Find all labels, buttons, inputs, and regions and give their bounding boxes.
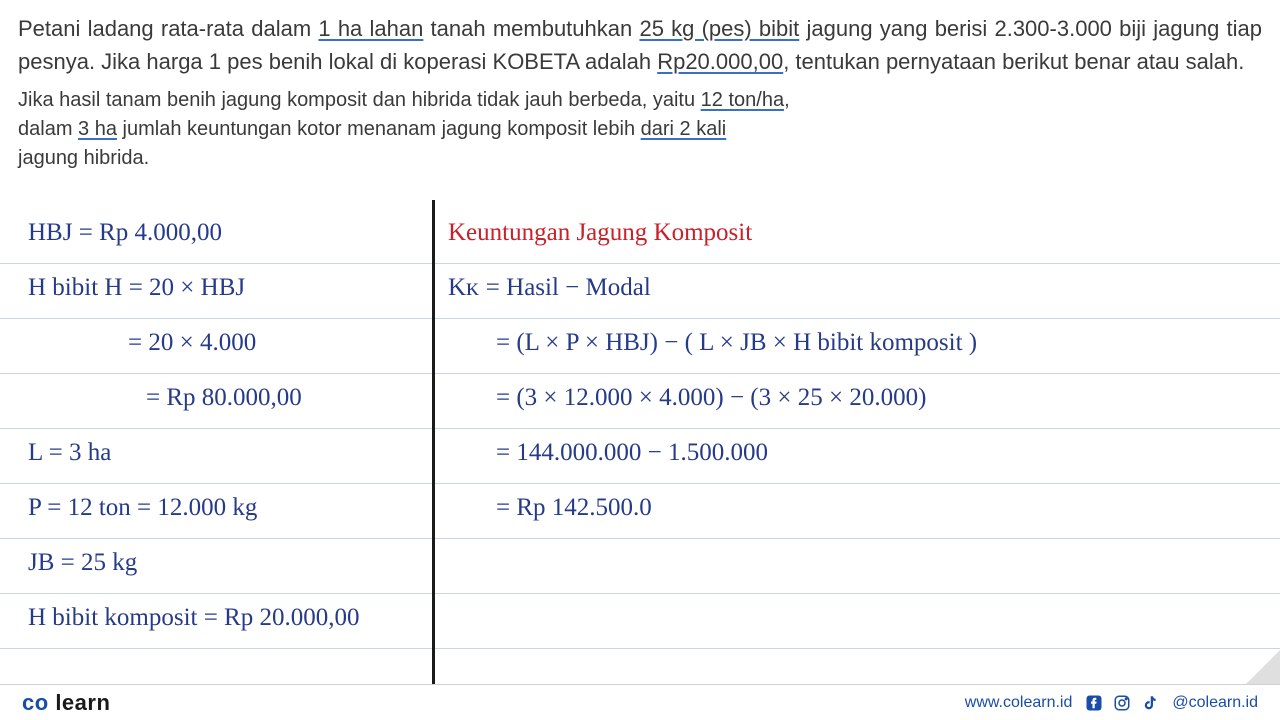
handwritten-line: Kᴋ = Hasil − Modal <box>448 260 1268 315</box>
text-segment: jagung hibrida. <box>18 144 1262 173</box>
handwritten-line: P = 12 ton = 12.000 kg <box>28 480 428 535</box>
handwritten-line: JB = 25 kg <box>28 535 428 590</box>
handwritten-line: = (L × P × HBJ) − ( L × JB × H bibit kom… <box>448 315 1268 370</box>
handwritten-line: H bibit komposit = Rp 20.000,00 <box>28 590 428 645</box>
text-segment: tanah membutuhkan <box>423 16 639 41</box>
logo-learn: learn <box>55 690 110 715</box>
problem-statement: Petani ladang rata-rata dalam 1 ha lahan… <box>0 0 1280 86</box>
footer-right: www.colearn.id @colearn.id <box>965 693 1258 713</box>
brand-logo: co learn <box>22 690 110 716</box>
underlined-segment: Rp20.000,00 <box>657 49 783 74</box>
footer-handle: @colearn.id <box>1172 694 1258 712</box>
handwritten-line: = 144.000.000 − 1.500.000 <box>448 425 1268 480</box>
handwritten-line: HBJ = Rp 4.000,00 <box>28 205 428 260</box>
underlined-segment: 1 ha lahan <box>318 16 423 41</box>
handwritten-line: = Rp 142.500.0 <box>448 480 1268 535</box>
text-segment: jumlah keuntungan kotor menanam jagung k… <box>117 118 641 140</box>
handwritten-title: Keuntungan Jagung Komposit <box>448 205 1268 260</box>
underlined-segment: 12 ton/ha <box>701 89 784 111</box>
underlined-segment: 25 kg (pes) bibit <box>639 16 799 41</box>
social-icons <box>1084 693 1160 713</box>
text-segment: , tentukan pernyataan berikut benar atau… <box>783 49 1244 74</box>
facebook-icon <box>1084 693 1104 713</box>
handwritten-line: = Rp 80.000,00 <box>28 370 428 425</box>
footer-bar: co learn www.colearn.id @colearn.id <box>0 684 1280 720</box>
text-segment: dalam <box>18 118 78 140</box>
right-column: Keuntungan Jagung Komposit Kᴋ = Hasil − … <box>448 205 1268 535</box>
logo-co: co <box>22 690 49 715</box>
handwritten-line: H bibit H = 20 × HBJ <box>28 260 428 315</box>
text-segment: Jika hasil tanam benih jagung komposit d… <box>18 89 701 111</box>
underlined-segment: dari 2 kali <box>641 118 727 140</box>
page-corner-fold <box>1246 650 1280 684</box>
handwritten-line: = (3 × 12.000 × 4.000) − (3 × 25 × 20.00… <box>448 370 1268 425</box>
handwritten-line: L = 3 ha <box>28 425 428 480</box>
footer-url: www.colearn.id <box>965 694 1073 712</box>
tiktok-icon <box>1140 693 1160 713</box>
text-segment: Petani ladang rata-rata dalam <box>18 16 318 41</box>
text-segment: , <box>784 89 790 111</box>
vertical-divider <box>432 200 435 700</box>
handwritten-line: = 20 × 4.000 <box>28 315 428 370</box>
instagram-icon <box>1112 693 1132 713</box>
followup-statement: Jika hasil tanam benih jagung komposit d… <box>0 86 1280 183</box>
left-column: HBJ = Rp 4.000,00 H bibit H = 20 × HBJ =… <box>28 205 428 645</box>
underlined-segment: 3 ha <box>78 118 117 140</box>
